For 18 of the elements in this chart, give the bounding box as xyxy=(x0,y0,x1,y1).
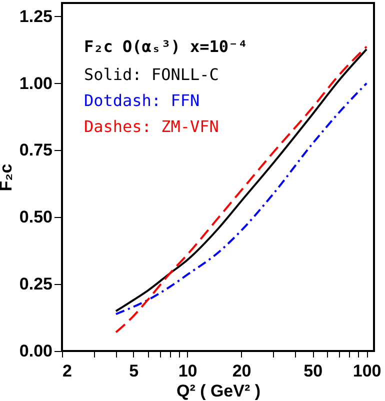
text: Dashes: ZM-VFN xyxy=(84,117,219,136)
y-tick-label: 1.25 xyxy=(19,6,52,26)
text: Solid: FONLL-C xyxy=(84,65,219,84)
y-tick-label: 0.50 xyxy=(19,208,52,227)
y-axis-title: F₂c xyxy=(0,164,16,192)
x-tick-label: 100 xyxy=(352,362,382,380)
x-tick-label: 50 xyxy=(304,362,323,380)
x-tick-label: 10 xyxy=(178,362,198,380)
x-tick-label: 20 xyxy=(232,362,252,380)
y-tick-label: 0.75 xyxy=(19,140,52,160)
x-tick-label: 2 xyxy=(62,362,72,380)
y-tick-label: 1.00 xyxy=(19,74,52,93)
x-tick-label: 5 xyxy=(129,362,139,380)
text: F₂c O(αₛ³) x=10⁻⁴ xyxy=(84,37,248,56)
text: Dotdash: FFN xyxy=(84,91,200,110)
x-axis-title: Q² ( GeV² ) xyxy=(176,382,261,400)
y-tick-label: 0.25 xyxy=(19,274,52,294)
y-tick-label: 0.00 xyxy=(19,342,52,360)
